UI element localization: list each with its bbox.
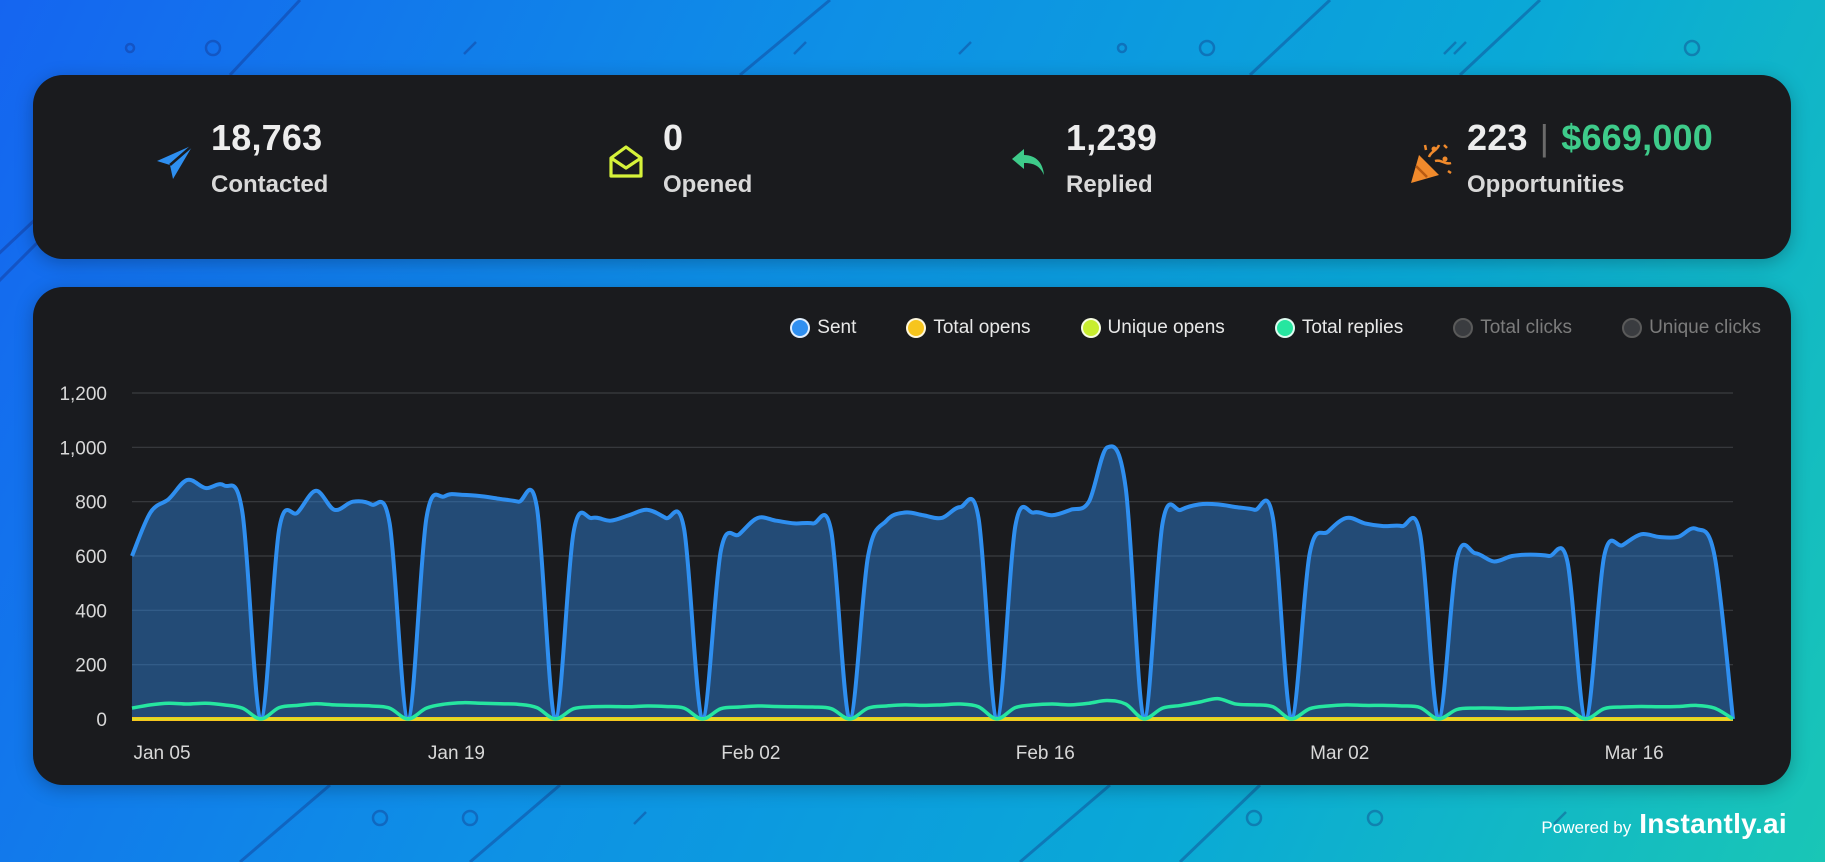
party-popper-icon [1411,144,1452,183]
legend-label: Total replies [1301,317,1404,338]
y-tick-label: 600 [75,547,107,568]
legend-dot [790,318,811,338]
opportunities-label: Opportunities [1467,171,1625,198]
brand-logo-text[interactable]: Instantly.ai [1639,808,1787,839]
legend-item-sent[interactable]: Sent [790,317,856,339]
legend-label: Total opens [933,317,1031,338]
opportunities-amount: $669,000 [1561,117,1713,158]
activity-chart: 0 200 400 600 800 1,000 1,200 Jan 05 Jan 19 Feb 0… [59,384,1735,764]
bg-circle [1116,42,1128,54]
legend-dot [1622,318,1643,338]
replied-label: Replied [1066,171,1153,198]
replied-value: 1,239 [1066,117,1158,158]
y-tick-label: 1,200 [59,384,107,405]
bg-line [739,0,831,77]
opportunities-value: 223 | $669,000 [1467,117,1713,159]
open-envelope-icon [609,145,643,178]
powered-by-footer: Powered by Instantly.ai [1541,808,1787,840]
bg-circle [1366,809,1384,827]
bg-circle [204,39,222,57]
stats-card: 18,763 Contacted 0 Opened 1,239 Replied … [33,75,1791,259]
legend-label: Unique clicks [1649,317,1761,338]
contacted-label: Contacted [211,171,329,198]
bg-dash [1453,41,1467,55]
series-total-replies-line [131,696,1734,721]
bg-line [1178,783,1262,862]
bg-dash [463,41,477,55]
value-separator: | [1539,117,1550,158]
bg-circle [1198,39,1216,57]
contacted-value: 18,763 [211,117,323,158]
legend-item-total-opens[interactable]: Total opens [906,317,1031,339]
legend-dot [906,318,927,338]
legend-label: Total clicks [1480,317,1573,338]
chart-card: 0 200 400 600 800 1,000 1,200 Jan 05 Jan 19 Feb 0… [33,287,1791,785]
x-tick-label: Mar 02 [1310,743,1369,764]
reply-arrow-icon [1012,149,1044,175]
bg-line [1019,783,1111,862]
bg-dash [958,41,972,55]
y-tick-label: 0 [96,710,107,731]
legend-dot [1453,318,1474,338]
bg-dash [633,811,647,825]
legend-dot [1080,318,1101,338]
series-sent-line [130,444,1735,721]
opened-label: Opened [663,171,753,198]
bg-line [239,783,331,862]
legend-item-unique-opens[interactable]: Unique opens [1080,317,1225,339]
legend-item-total-replies[interactable]: Total replies [1274,317,1404,339]
x-tick-label: Feb 16 [1016,743,1075,764]
opened-value: 0 [663,117,684,158]
bg-circle [124,42,136,54]
bg-dash [1443,41,1457,55]
chart-legend: Sent Total opens Unique opens Total replies… [790,317,1761,339]
paper-plane-icon [157,144,194,179]
y-tick-label: 800 [75,493,107,514]
bg-line [1458,0,1542,77]
bg-line [469,783,561,862]
bg-dash [1553,811,1567,825]
legend-dot [1274,318,1295,338]
x-tick-label: Jan 05 [133,743,190,764]
x-tick-label: Feb 02 [721,743,780,764]
y-tick-label: 1,000 [59,438,107,459]
bg-line [1248,0,1332,77]
legend-label: Unique opens [1107,317,1225,338]
legend-label: Sent [817,317,857,338]
legend-item-unique-clicks[interactable]: Unique clicks [1622,317,1761,339]
bg-circle [371,809,389,827]
bg-dash [793,41,807,55]
x-tick-label: Jan 19 [428,743,485,764]
series-sent-area [132,446,1733,719]
y-tick-label: 400 [75,601,107,622]
bg-circle [461,809,479,827]
legend-item-total-clicks[interactable]: Total clicks [1453,317,1572,339]
powered-by-text: Powered by [1541,818,1632,837]
bg-line [228,0,302,77]
bg-line [0,213,42,255]
y-tick-label: 200 [75,656,107,677]
bg-circle [1683,39,1701,57]
x-tick-label: Mar 16 [1605,743,1664,764]
opportunities-count: 223 [1467,117,1528,158]
bg-circle [1245,809,1263,827]
